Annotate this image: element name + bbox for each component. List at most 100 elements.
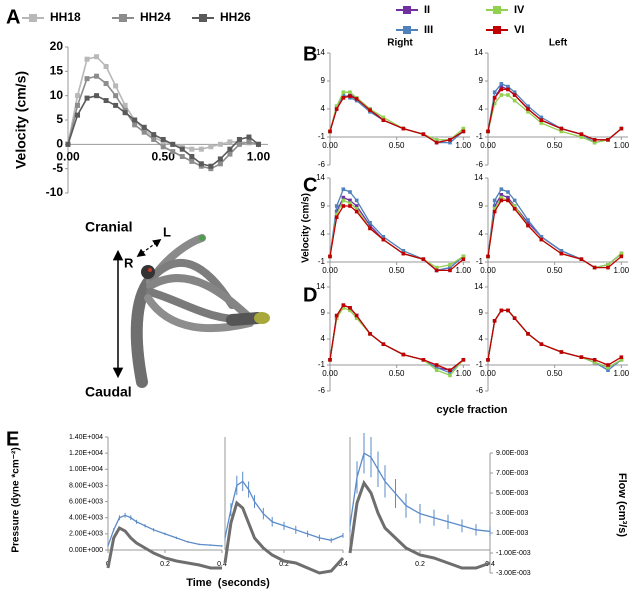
point [189, 154, 195, 159]
point [539, 237, 544, 242]
point [208, 144, 214, 150]
x-tick-label: 0.00 [480, 266, 496, 275]
y-tick-label: 2.00E+003 [69, 531, 103, 538]
point [592, 358, 597, 362]
point [499, 82, 504, 86]
y-tick-label: -1 [476, 257, 484, 266]
x-tick-label: 0.50 [547, 369, 563, 378]
point [579, 132, 584, 136]
y2-tick-label: 7.00E-003 [496, 470, 528, 477]
point [506, 198, 510, 203]
point [401, 249, 406, 253]
point [179, 146, 185, 152]
y-tick-label: 9 [321, 76, 326, 85]
y-tick-label: 4 [479, 229, 484, 238]
legend-label: HH26 [220, 10, 251, 24]
point [189, 158, 195, 164]
legend-marker [199, 14, 207, 22]
point [348, 90, 352, 94]
point [381, 235, 386, 239]
x-tick-label: 0.00 [322, 266, 338, 275]
y-tick-label: -6 [476, 160, 484, 169]
y-tick-label: -5 [52, 161, 63, 175]
point [461, 257, 466, 261]
series-line [107, 514, 223, 547]
y-tick-label: 14 [474, 48, 483, 57]
y-tick-label: 4 [479, 104, 484, 113]
legend-marker [493, 26, 501, 34]
point [122, 110, 128, 116]
point [559, 251, 564, 256]
y-tick-label: 9 [321, 308, 326, 317]
series-line [348, 479, 491, 570]
y-tick-label: 0.00E+000 [69, 547, 103, 554]
y2-tick-label: 9.00E-003 [496, 450, 528, 457]
legend-label: III [424, 24, 433, 36]
point [94, 54, 100, 60]
x-tick-label: 0.50 [547, 266, 563, 275]
y-axis-label: Velocity (cm/s) [13, 71, 29, 169]
point [368, 226, 372, 231]
y-tick-label: 10 [50, 88, 64, 102]
series-line [67, 55, 259, 150]
point [236, 141, 242, 147]
point [354, 313, 359, 318]
point [434, 268, 439, 273]
series-line [329, 304, 464, 371]
y-tick-label: 20 [50, 39, 64, 53]
point [499, 93, 504, 97]
point [559, 126, 564, 131]
y-axis-label: Velocity (cm/s) [301, 193, 312, 263]
y-tick-label: 14 [316, 173, 325, 182]
series-line [487, 309, 622, 366]
y-tick-label: 9 [479, 308, 484, 317]
point [492, 101, 497, 106]
point [334, 313, 339, 318]
point [217, 156, 223, 162]
point [492, 209, 497, 214]
point [103, 63, 109, 69]
x-axis-label: cycle fraction [437, 404, 508, 416]
point [198, 146, 204, 152]
y-tick-label: 8.00E+003 [69, 482, 103, 489]
point [448, 138, 452, 142]
y-tick-label: 9 [321, 201, 326, 210]
point [592, 138, 597, 142]
point [65, 141, 71, 147]
series-line [487, 196, 622, 269]
point [421, 132, 426, 136]
point [75, 102, 81, 108]
point [512, 98, 517, 103]
point [499, 198, 504, 203]
x-tick-label: 1.00 [456, 266, 472, 275]
point [434, 363, 439, 367]
point [84, 56, 90, 62]
series-line [329, 94, 464, 144]
y-tick-label: 1.20E+004 [69, 450, 103, 457]
point [526, 223, 530, 228]
point [506, 84, 510, 89]
point [341, 195, 346, 200]
series-line [329, 94, 464, 144]
point [348, 306, 352, 310]
point [381, 342, 386, 346]
legend-label: VI [514, 24, 524, 36]
subplot-title: Right [387, 38, 413, 49]
series-line [329, 91, 464, 141]
point [619, 126, 624, 131]
point [506, 190, 510, 194]
point [401, 126, 406, 131]
point [526, 221, 530, 225]
point [492, 90, 497, 94]
point [539, 235, 544, 239]
point [334, 212, 339, 217]
point [328, 358, 332, 362]
x-tick-label: 0.50 [389, 141, 405, 150]
point [606, 363, 610, 367]
y-tick-label: 4 [321, 334, 326, 343]
point [255, 141, 261, 147]
point [334, 104, 339, 108]
series-line [349, 452, 491, 533]
series-line [487, 94, 622, 144]
